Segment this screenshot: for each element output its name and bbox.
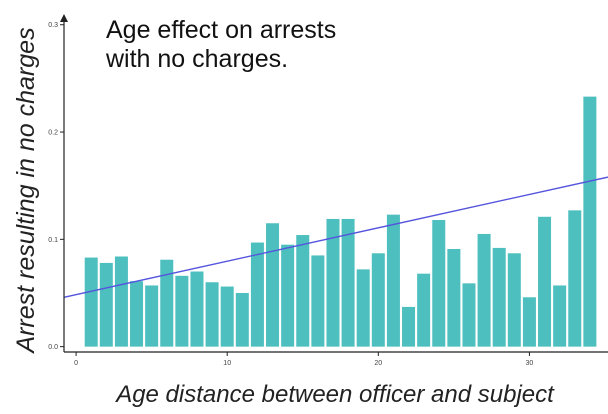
x-tick-label: 10 [223,360,231,367]
bar [507,253,521,347]
bar [538,216,552,347]
bar [84,257,98,347]
y-axis-label: Arrest resulting in no charges [12,27,40,354]
bar [356,269,370,347]
bar [553,285,567,347]
bar [432,220,446,347]
y-tick-label: 0.2 [48,130,58,137]
bar [250,242,264,347]
bar [281,244,295,347]
chart-title: Age effect on arrests with no charges. [105,16,336,73]
x-tick-label: 30 [526,360,534,367]
x-tick-label: 20 [374,360,382,367]
bar [99,262,113,347]
bar [160,259,174,347]
bars [84,96,597,347]
bar [190,271,204,347]
bar [583,96,597,347]
y-tick-label: 0.3 [48,22,58,29]
trend [63,176,608,298]
x-axis-label: Age distance between officer and subject [114,381,555,408]
bar [568,210,582,347]
bar [402,306,416,347]
bar [130,281,144,347]
ticks: 0.0 0.1 0.2 0.3 0 10 20 30 [48,22,533,367]
bar [175,275,189,347]
x-tick-label: 0 [74,360,78,367]
bar [522,297,536,347]
bar [145,285,159,347]
y-tick-label: 0.1 [48,237,58,244]
bar [492,247,506,347]
trend-line [63,176,608,298]
bar [326,218,340,347]
bar [311,255,325,347]
bar [447,248,461,347]
bar [235,292,249,347]
y-axis-arrow [60,14,68,22]
bar [462,283,476,347]
bar [266,223,280,347]
axes [60,14,608,353]
bar [417,273,431,347]
chart-title-line: with no charges. [105,45,288,73]
bar [220,286,234,347]
bar [205,282,219,347]
bar [296,235,310,347]
bar [477,233,491,347]
bar [341,218,355,347]
bar [386,214,400,347]
bar [371,253,385,347]
bar [114,256,128,347]
chart-title-line: Age effect on arrests [106,16,336,44]
y-tick-label: 0.0 [48,344,58,351]
